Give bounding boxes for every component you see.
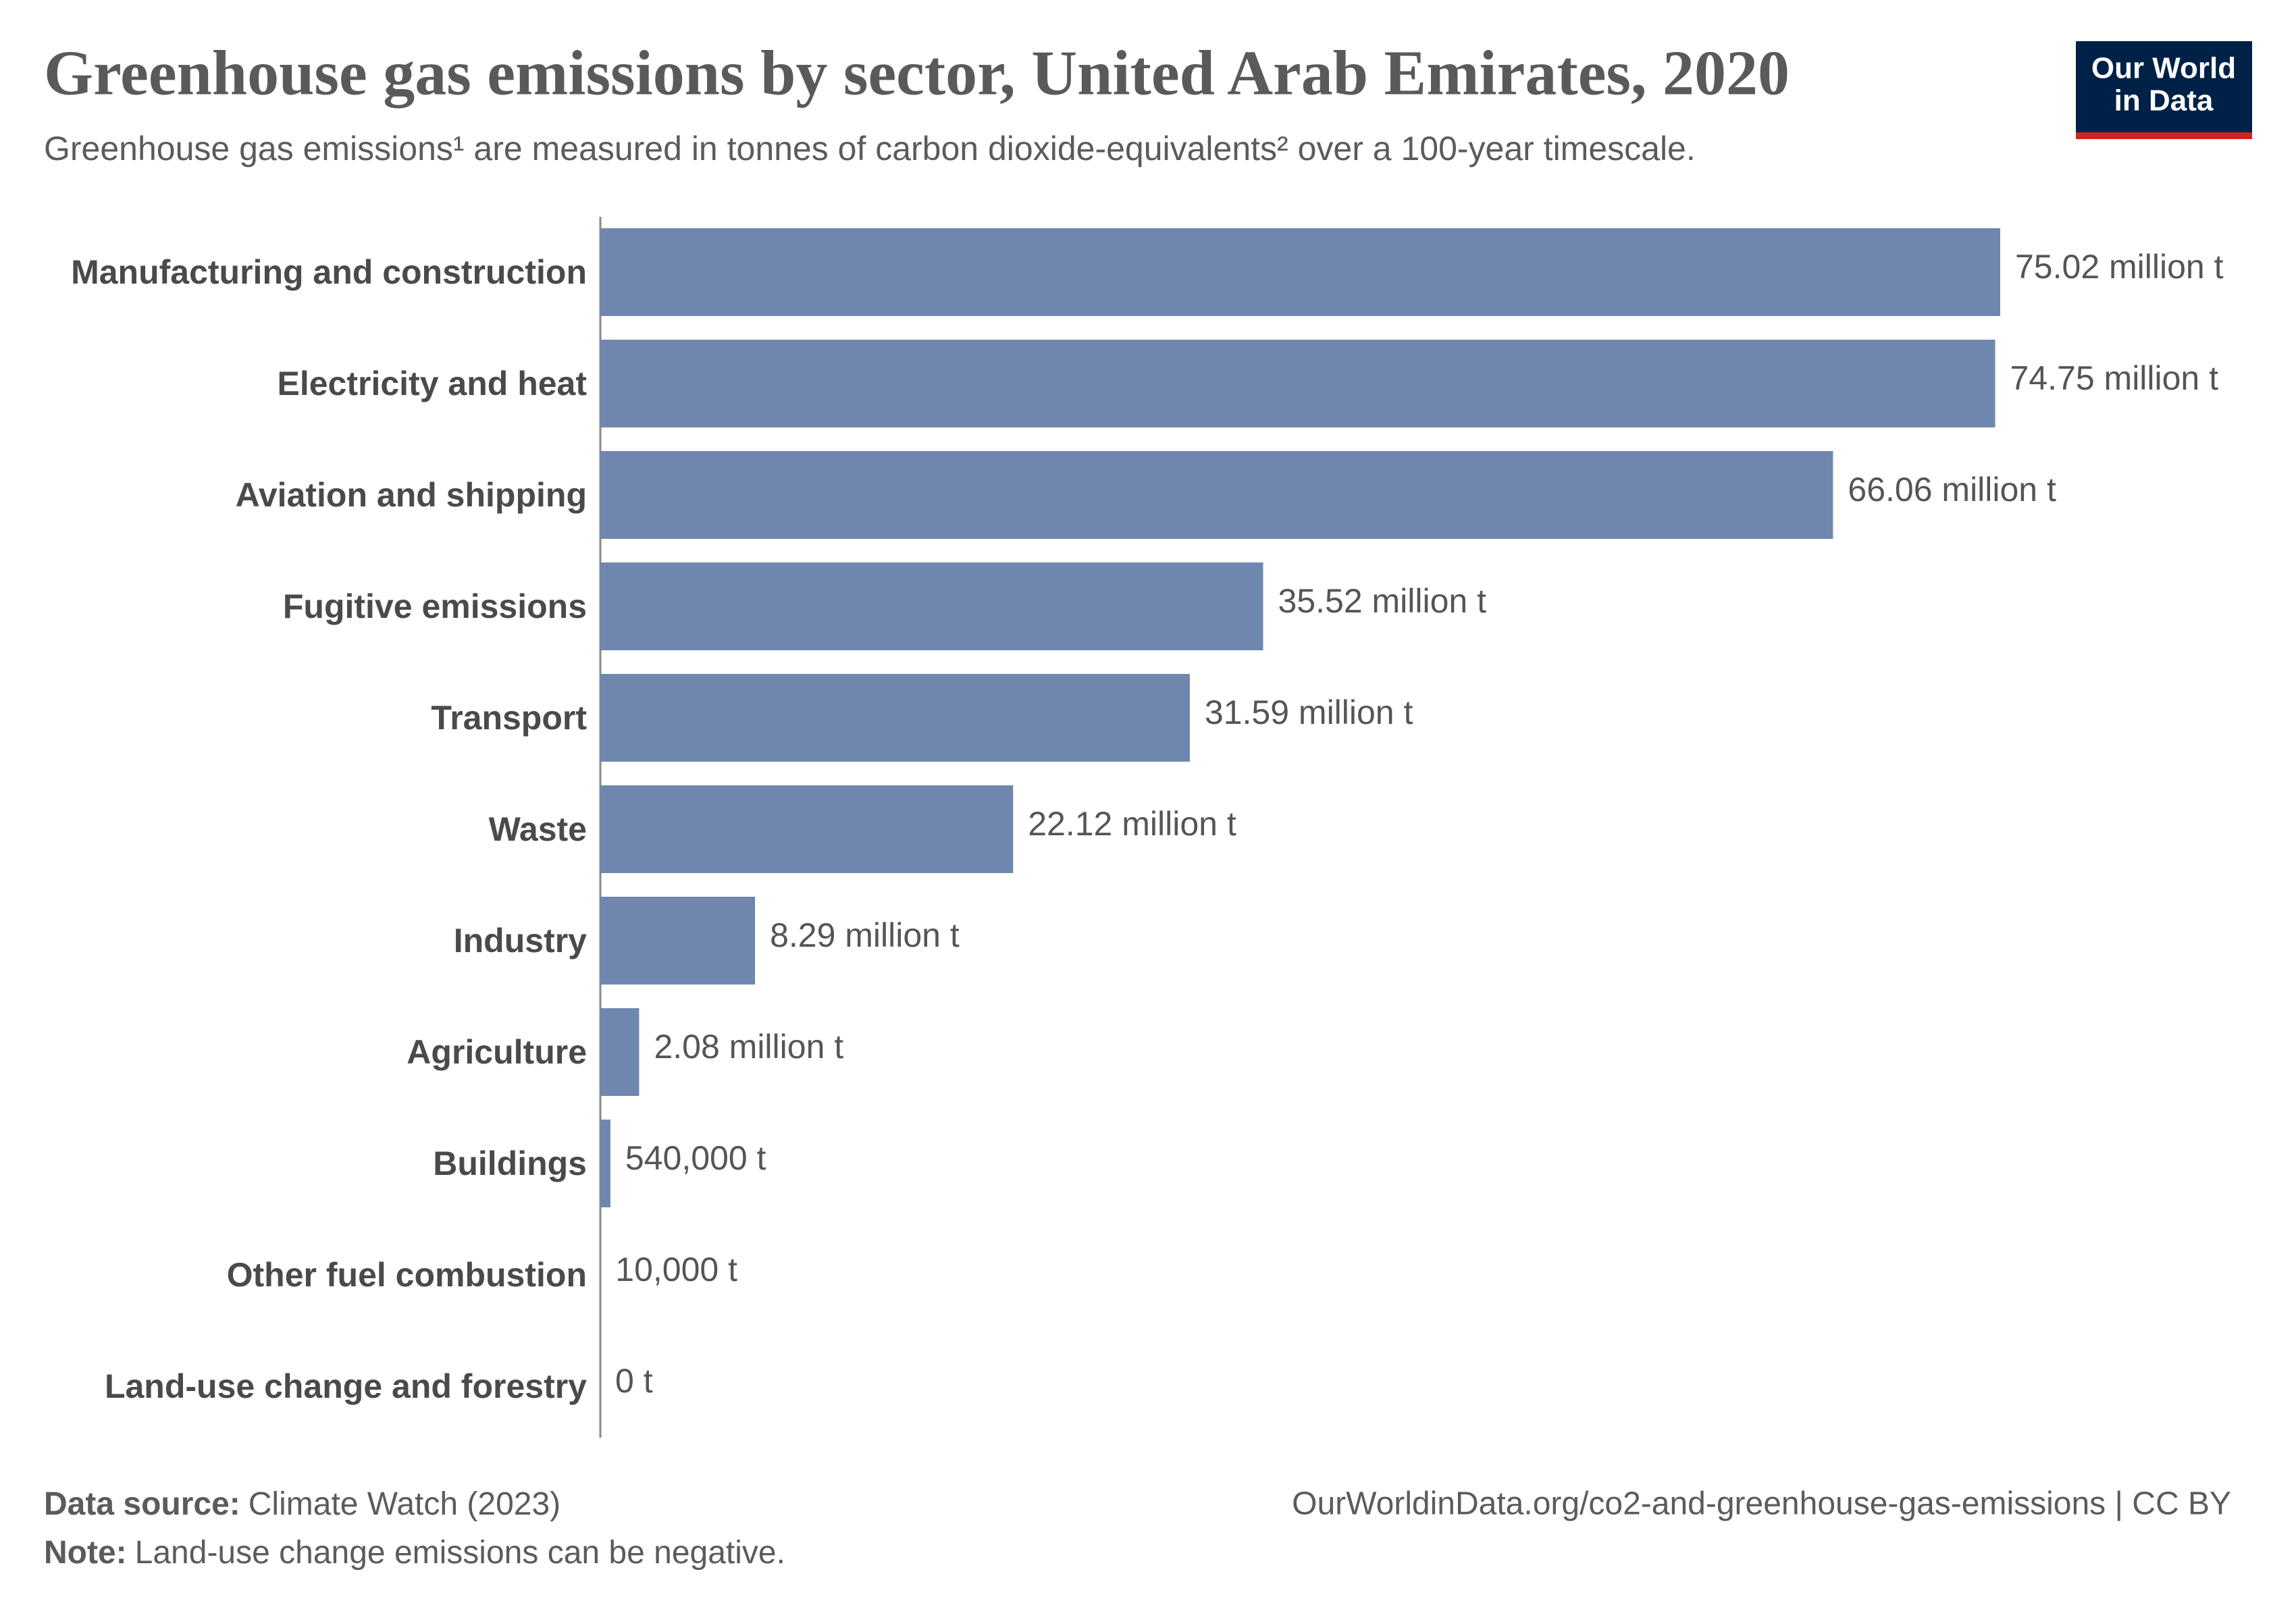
category-label: Agriculture bbox=[407, 1033, 587, 1071]
note: Note: Land-use change emissions can be ne… bbox=[44, 1535, 785, 1571]
category-label: Electricity and heat bbox=[278, 365, 588, 402]
chart-subtitle: Greenhouse gas emissions¹ are measured i… bbox=[44, 130, 1696, 167]
bar bbox=[600, 340, 1995, 427]
value-label: 10,000 t bbox=[615, 1251, 737, 1288]
bar bbox=[600, 897, 756, 985]
source-url[interactable]: OurWorldinData.org/co2-and-greenhouse-ga… bbox=[1292, 1486, 2231, 1522]
value-label: 0 t bbox=[615, 1362, 653, 1400]
category-label: Waste bbox=[489, 810, 587, 848]
bar bbox=[600, 1120, 610, 1207]
category-label: Industry bbox=[454, 922, 587, 960]
source-label: Data source: bbox=[44, 1486, 240, 1522]
source: Data source: Climate Watch (2023) bbox=[44, 1486, 560, 1522]
category-label: Land-use change and forestry bbox=[105, 1367, 587, 1405]
value-label: 2.08 million t bbox=[654, 1028, 843, 1066]
bar bbox=[600, 674, 1190, 762]
bar bbox=[600, 562, 1263, 650]
chart-title: Greenhouse gas emissions by sector, Unit… bbox=[44, 38, 1790, 109]
value-label: 66.06 million t bbox=[1848, 471, 2056, 508]
value-label: 8.29 million t bbox=[770, 916, 960, 954]
note-label: Note: bbox=[44, 1535, 127, 1571]
value-label: 75.02 million t bbox=[2015, 248, 2224, 286]
category-label: Aviation and shipping bbox=[236, 476, 587, 514]
value-label: 540,000 t bbox=[625, 1139, 766, 1177]
bar bbox=[600, 451, 1833, 539]
category-label: Manufacturing and construction bbox=[71, 253, 587, 291]
category-label: Buildings bbox=[433, 1145, 587, 1182]
category-label: Transport bbox=[431, 699, 587, 737]
note-text: Land-use change emissions can be negativ… bbox=[135, 1535, 785, 1571]
logo-stripe bbox=[2076, 132, 2252, 139]
value-label: 35.52 million t bbox=[1278, 582, 1487, 620]
bar bbox=[600, 228, 2000, 316]
value-label: 22.12 million t bbox=[1028, 805, 1236, 843]
bar bbox=[600, 785, 1014, 873]
source-text: Climate Watch (2023) bbox=[249, 1486, 560, 1522]
category-label: Other fuel combustion bbox=[227, 1256, 587, 1294]
value-label: 31.59 million t bbox=[1205, 693, 1413, 731]
category-label: Fugitive emissions bbox=[283, 587, 587, 625]
value-label: 74.75 million t bbox=[2010, 359, 2219, 397]
logo-box[interactable] bbox=[2076, 41, 2252, 139]
bar bbox=[600, 1008, 640, 1096]
logo-text: in Data bbox=[2114, 84, 2214, 117]
logo-text: Our World bbox=[2091, 52, 2236, 85]
